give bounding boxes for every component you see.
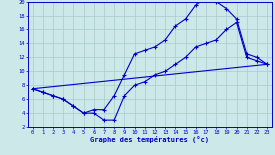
X-axis label: Graphe des températures (°c): Graphe des températures (°c) xyxy=(90,136,209,143)
